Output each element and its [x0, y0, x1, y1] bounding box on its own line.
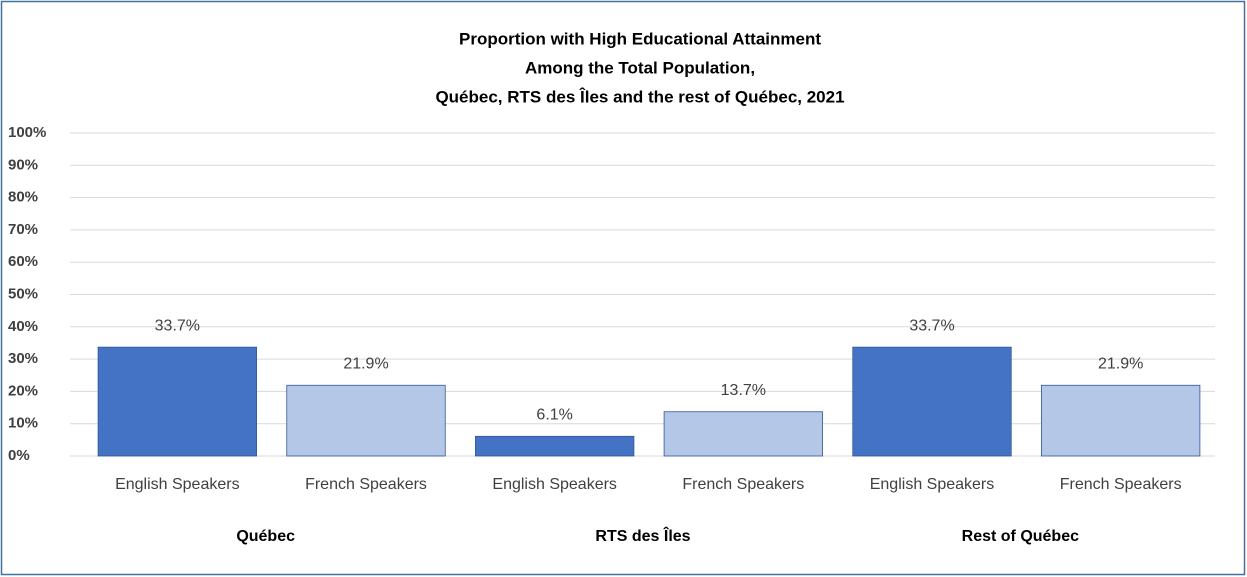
- bar: [663, 411, 823, 457]
- data-label: 6.1%: [536, 407, 572, 424]
- bar: [475, 435, 635, 457]
- y-tick-label: 80%: [8, 189, 38, 206]
- y-tick-label: 0%: [8, 447, 30, 464]
- x-tick-label: French Speakers: [305, 476, 427, 493]
- data-label: 21.9%: [1098, 355, 1143, 372]
- y-tick-label: 50%: [8, 285, 38, 302]
- data-label: 13.7%: [721, 382, 766, 399]
- y-tick-label: 60%: [8, 253, 38, 270]
- y-tick-label: 10%: [8, 415, 38, 432]
- y-tick-label: 20%: [8, 382, 38, 399]
- bar: [852, 346, 1012, 457]
- bar: [286, 384, 446, 457]
- x-tick-label: French Speakers: [682, 476, 804, 493]
- y-tick-label: 40%: [8, 318, 38, 335]
- group-label: Rest of Québec: [962, 528, 1079, 545]
- y-tick-label: 100%: [8, 124, 46, 141]
- group-label: Québec: [236, 528, 295, 545]
- y-tick-label: 30%: [8, 350, 38, 367]
- group-label: RTS des Îles: [595, 526, 690, 545]
- chart-title: Proportion with High Educational Attainm…: [459, 29, 821, 48]
- x-tick-label: English Speakers: [492, 476, 617, 493]
- data-label: 21.9%: [343, 355, 388, 372]
- x-tick-label: French Speakers: [1060, 476, 1182, 493]
- chart-title: Among the Total Population,: [525, 58, 755, 77]
- chart-title: Québec, RTS des Îles and the rest of Qué…: [435, 87, 844, 106]
- bar: [97, 346, 257, 457]
- y-tick-label: 70%: [8, 221, 38, 238]
- x-tick-label: English Speakers: [115, 476, 240, 493]
- data-label: 33.7%: [909, 317, 954, 334]
- bar: [1041, 384, 1201, 457]
- data-label: 33.7%: [155, 317, 200, 334]
- y-tick-label: 90%: [8, 156, 38, 173]
- x-tick-label: English Speakers: [870, 476, 995, 493]
